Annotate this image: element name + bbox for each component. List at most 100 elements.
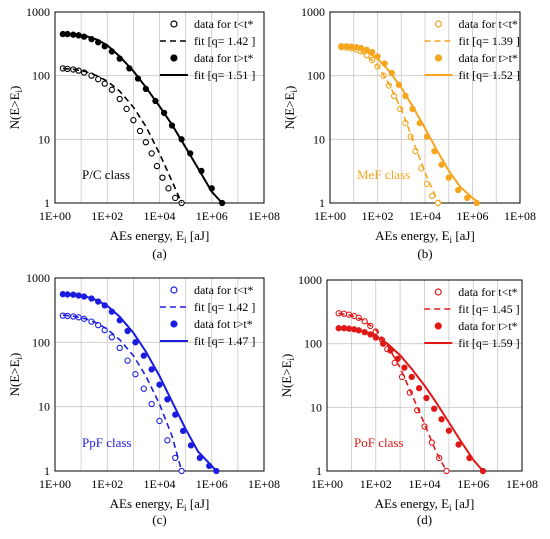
x-axis-label: AEs energy, Ei [aJ] (375, 496, 475, 513)
data-point-filled (445, 427, 453, 434)
data-point-open (423, 180, 431, 187)
data-point-open (95, 76, 102, 83)
grid-lines (327, 280, 522, 471)
x-tick-label: 1E+08 (248, 477, 280, 491)
legend-entry: fit [q= 1.51 ] (194, 68, 255, 82)
data-point-open (159, 174, 166, 181)
data-point-open (172, 194, 179, 202)
data-point-filled (124, 327, 131, 335)
legend-marker (434, 54, 443, 62)
series-2 (62, 314, 183, 472)
legend-marker (434, 322, 442, 330)
y-tick-label: 10 (38, 132, 50, 146)
data-point-filled (408, 373, 415, 381)
data-point-open (443, 467, 450, 475)
legend-entry: data for t<t* (194, 17, 253, 31)
fit-line-solid (62, 292, 218, 472)
series-4 (62, 292, 218, 472)
data-point-open (140, 385, 147, 392)
data-point-filled (387, 347, 394, 354)
y-tick-label: 1 (319, 196, 325, 210)
legend-entry: data for t<t* (194, 283, 253, 297)
data-point-filled (196, 454, 203, 462)
x-axis-label: AEs energy, Ei [aJ] (110, 496, 210, 513)
legend-marker (434, 20, 443, 28)
legend-entry: fit [q= 1.39 ] (459, 34, 520, 48)
data-point-filled (431, 405, 438, 412)
legend-entry: fit [q= 1.42 ] (194, 34, 255, 48)
class-label: PpF class (82, 435, 131, 450)
data-point-filled (140, 352, 147, 359)
y-tick-label: 1000 (26, 5, 50, 19)
data-point-open (136, 127, 144, 135)
y-tick-label: 1 (44, 196, 50, 210)
series-2 (338, 312, 448, 472)
y-tick-label: 10 (310, 400, 322, 414)
legend: data for t<t* fit [q= 1.39 ] data for t>t*… (424, 17, 520, 82)
legend: data for t<t* fit [q= 1.42 ] data fot t>t*… (159, 283, 255, 348)
fit-line-solid (338, 326, 484, 472)
data-point-filled (132, 339, 139, 346)
data-point-open (164, 437, 171, 444)
series-1 (59, 312, 185, 475)
y-tick-label: 1000 (26, 271, 50, 285)
y-tick-label: 100 (307, 69, 325, 83)
chart-panel-4: 1E+00 1E+02 1E+04 1E+06 1E+08 1 10 100 1000 AEs e… (279, 273, 538, 527)
data-point-open (165, 185, 172, 192)
series-4 (62, 32, 223, 204)
data-point-filled (148, 366, 155, 373)
data-point-open (172, 454, 179, 462)
x-tick-label: 1E+08 (248, 209, 280, 223)
data-point-open (108, 334, 116, 341)
legend-entry: data for t<t* (459, 17, 518, 31)
data-point-open (130, 117, 137, 124)
legend: data for t<t* fit [q= 1.42 ] data for t>t*… (159, 17, 255, 82)
panel-label: (a) (152, 246, 166, 261)
data-point-filled (455, 186, 462, 194)
x-tick-label: 1E+00 (39, 209, 71, 223)
x-tick-label: 1E+02 (360, 477, 392, 491)
legend-entry: data for t>t* (194, 51, 253, 65)
grid-lines (330, 12, 520, 203)
data-point-open (148, 400, 155, 408)
data-point-filled (455, 441, 462, 448)
x-tick-label: 1E+04 (143, 209, 175, 223)
y-tick-label: 100 (32, 69, 50, 83)
grid-lines (55, 12, 264, 203)
x-tick-label: 1E+00 (314, 209, 346, 223)
data-point-filled (156, 381, 163, 388)
chart-panel-3: 1E+00 1E+02 1E+04 1E+06 1E+08 1 10 100 1000 AEs e… (7, 271, 280, 527)
chart-panel-2: 1E+00 1E+02 1E+04 1E+06 1E+08 1 10 100 1000 AEs e… (282, 5, 536, 261)
x-tick-label: 1E+08 (504, 209, 536, 223)
data-point-filled (445, 174, 452, 181)
series-4 (341, 44, 481, 204)
y-tick-label: 100 (32, 335, 50, 349)
fit-line-dashed (62, 314, 183, 472)
data-point-filled (401, 364, 408, 371)
y-tick-label: 10 (38, 400, 50, 414)
data-point-filled (415, 385, 423, 392)
y-axis-label: N(E>Ei) (7, 353, 24, 397)
x-tick-label: 1E+06 (456, 209, 488, 223)
legend-entry: fit [q= 1.47 ] (194, 334, 255, 348)
plot-frame (329, 11, 521, 204)
data-point-open (153, 162, 161, 170)
legend-marker (434, 288, 442, 296)
legend-marker (170, 320, 178, 328)
class-label: PoF class (354, 435, 403, 450)
x-axis-label: AEs energy, Ei [aJ] (375, 228, 475, 245)
series-1 (59, 65, 185, 207)
data-point-open (116, 344, 123, 352)
y-axis-label: N(E>Ei) (282, 86, 299, 130)
panel-label: (c) (152, 512, 166, 527)
data-point-open (132, 371, 139, 378)
series-4 (338, 326, 484, 472)
plot-frame (54, 277, 265, 472)
y-tick-label: 100 (304, 337, 322, 351)
fit-line-solid (341, 44, 481, 204)
y-axis-label: N(E>Ei) (7, 86, 24, 130)
x-tick-label: 1E+04 (409, 209, 441, 223)
x-tick-label: 1E+00 (39, 477, 71, 491)
data-point-open (124, 357, 131, 364)
x-tick-label: 1E+02 (91, 209, 123, 223)
